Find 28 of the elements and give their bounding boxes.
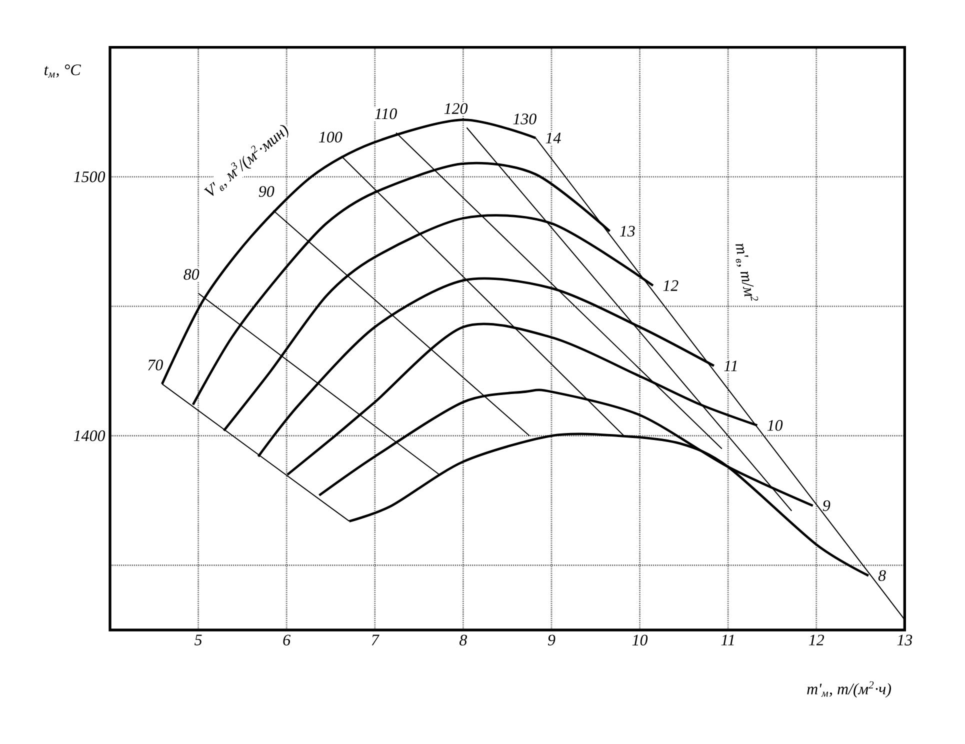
y-tick-label: 1400 bbox=[74, 430, 106, 442]
series-label: 12 bbox=[663, 280, 678, 291]
series-label: 10 bbox=[767, 420, 783, 431]
x-tick-label: 13 bbox=[897, 634, 912, 646]
series-label: 90 bbox=[258, 186, 274, 197]
series-label: 80 bbox=[184, 268, 200, 280]
x-axis-title: m'$_{м}$, т/(м$^{2}$·ч) bbox=[807, 681, 892, 698]
series-label: 100 bbox=[318, 132, 342, 142]
y-tick-label: 1500 bbox=[74, 171, 106, 182]
series-label: 110 bbox=[374, 108, 397, 120]
series-label: 13 bbox=[620, 226, 635, 237]
y-axis-title: t$_{м}$, °C bbox=[44, 64, 81, 78]
annotation: m'$_{в}$, т/м$^{2}$ bbox=[735, 243, 758, 301]
series-label: 11 bbox=[724, 360, 737, 372]
series-label: 8 bbox=[878, 570, 886, 582]
x-tick-label: 5 bbox=[194, 634, 202, 646]
x-tick-label: 11 bbox=[721, 634, 734, 646]
x-tick-label: 8 bbox=[460, 634, 468, 646]
x-tick-label: 12 bbox=[808, 634, 824, 646]
series-label: 120 bbox=[444, 103, 468, 114]
series-label: 70 bbox=[148, 360, 163, 370]
series-label: 14 bbox=[546, 132, 561, 144]
x-tick-label: 9 bbox=[548, 634, 556, 646]
x-tick-label: 10 bbox=[632, 634, 648, 646]
x-tick-label: 7 bbox=[372, 634, 380, 646]
x-tick-label: 6 bbox=[283, 634, 291, 646]
series-label: 9 bbox=[822, 500, 830, 512]
series-label: 130 bbox=[513, 114, 536, 124]
